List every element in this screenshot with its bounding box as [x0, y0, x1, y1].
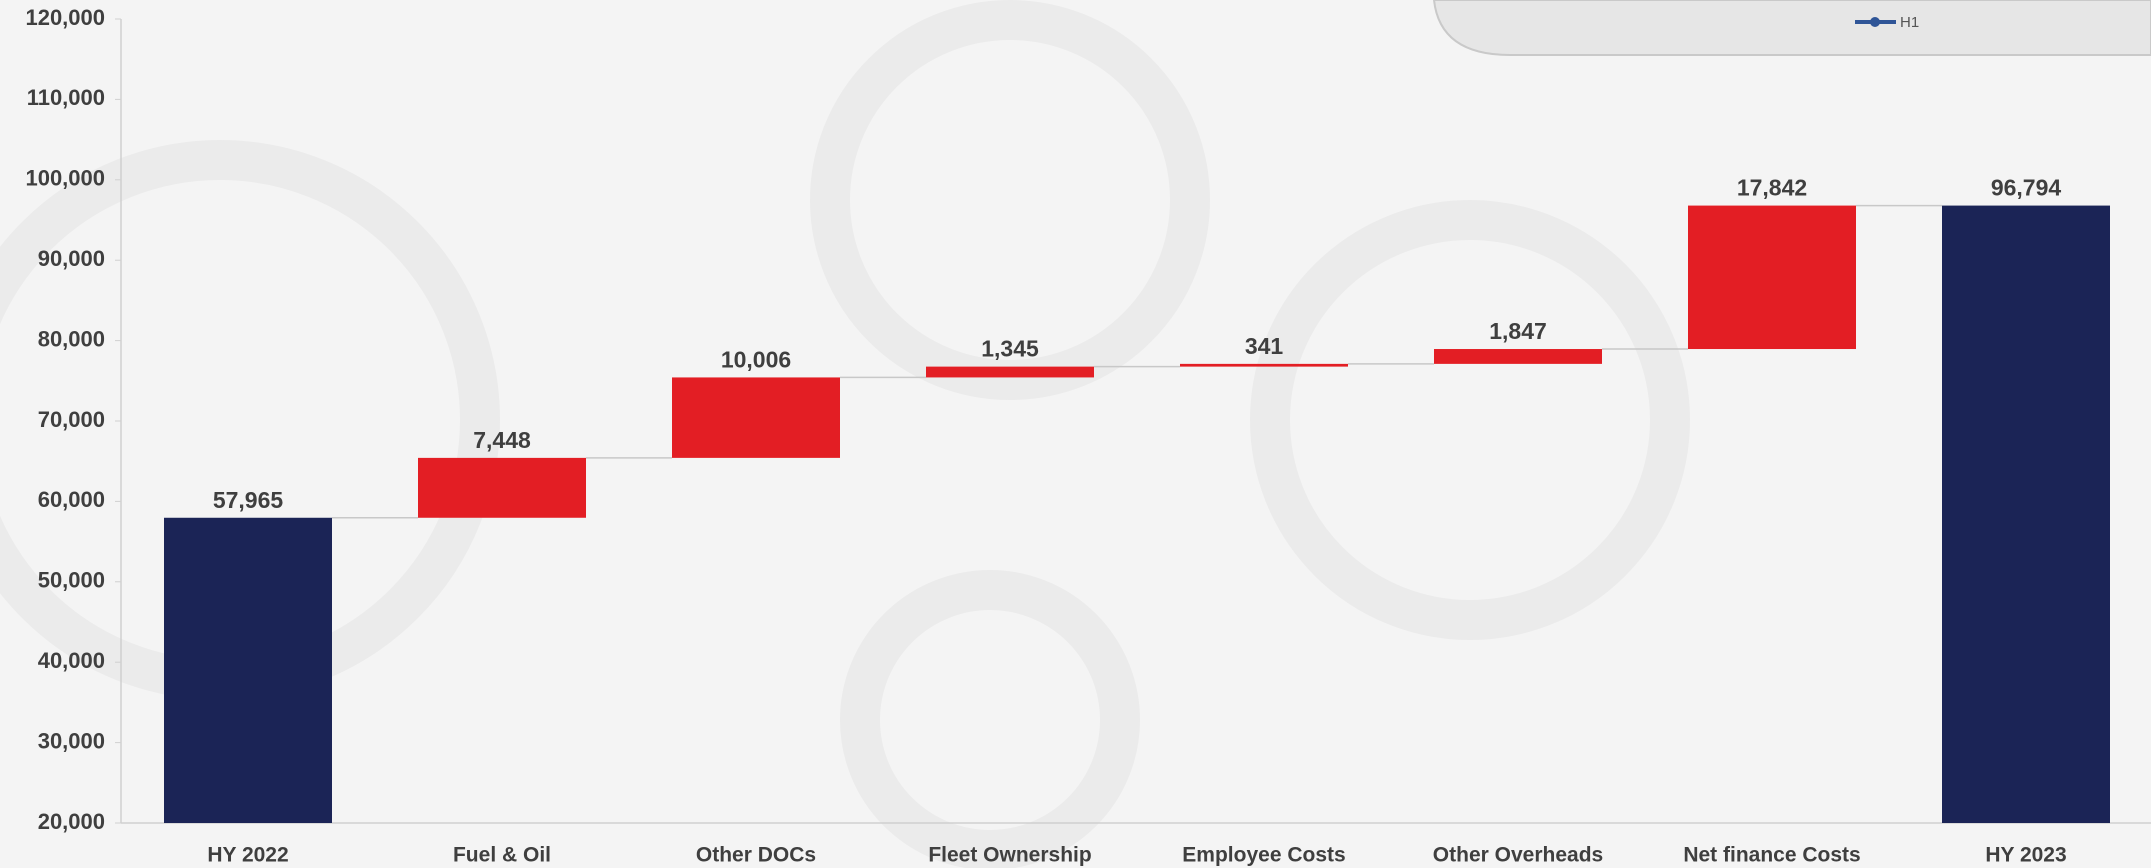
y-tick-label: 40,000	[38, 648, 105, 673]
bar	[926, 366, 1094, 378]
x-tick-label: Other DOCs	[696, 844, 816, 867]
bar	[672, 377, 840, 458]
y-tick-label: 70,000	[38, 407, 105, 432]
bar	[1942, 205, 2110, 823]
bar	[1180, 363, 1348, 367]
value-label: 1,847	[1489, 318, 1547, 344]
bar	[164, 517, 332, 823]
value-label: 57,965	[213, 487, 284, 513]
y-tick-label: 80,000	[38, 326, 105, 351]
x-tick-label: Employee Costs	[1182, 844, 1345, 867]
legend-label: H1	[1900, 14, 1919, 31]
x-tick-label: Fleet Ownership	[928, 844, 1091, 867]
y-tick-label: 90,000	[38, 246, 105, 271]
y-tick-label: 100,000	[25, 166, 105, 191]
y-tick-label: 60,000	[38, 487, 105, 512]
value-label: 17,842	[1737, 175, 1807, 201]
y-tick-label: 30,000	[38, 728, 105, 753]
y-tick-label: 110,000	[27, 85, 105, 110]
value-label: 10,006	[721, 347, 791, 373]
value-label: 7,448	[473, 427, 531, 453]
bar	[418, 457, 586, 518]
legend-panel	[1432, 0, 2151, 56]
x-tick-label: Other Overheads	[1433, 844, 1603, 867]
y-tick-label: 20,000	[38, 809, 105, 834]
x-tick-label: HY 2022	[207, 844, 288, 867]
x-tick-label: Fuel & Oil	[453, 844, 551, 867]
y-tick-label: 120,000	[25, 5, 105, 30]
legend-marker	[1870, 17, 1880, 27]
x-tick-label: HY 2023	[1985, 844, 2066, 867]
x-tick-label: Net finance Costs	[1683, 844, 1860, 867]
y-tick-label: 50,000	[38, 568, 105, 593]
value-label: 341	[1245, 333, 1284, 359]
value-label: 1,345	[981, 336, 1039, 362]
bar	[1434, 349, 1602, 364]
bar	[1688, 205, 1856, 350]
value-label: 96,794	[1991, 175, 2062, 201]
